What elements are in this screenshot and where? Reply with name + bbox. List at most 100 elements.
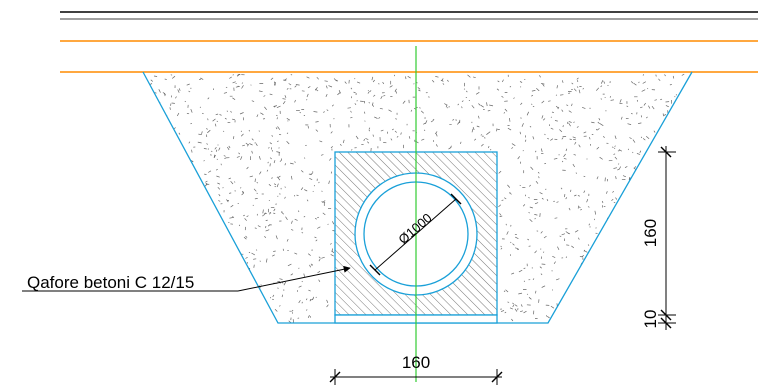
- backfill-speck: [273, 160, 276, 164]
- backfill-speck: [486, 132, 489, 135]
- backfill-speck: [662, 269, 664, 272]
- backfill-speck: [608, 159, 613, 162]
- backfill-speck: [633, 82, 637, 86]
- backfill-speck: [476, 125, 480, 128]
- backfill-speck: [269, 163, 271, 167]
- backfill-speck: [309, 316, 312, 318]
- backfill-speck: [223, 92, 227, 94]
- backfill-speck: [661, 199, 663, 203]
- backfill-speck: [554, 120, 558, 122]
- backfill-speck: [277, 177, 281, 181]
- backfill-speck: [240, 156, 243, 161]
- backfill-speck: [241, 85, 244, 89]
- backfill-speck: [240, 187, 242, 189]
- backfill-speck: [670, 224, 673, 227]
- backfill-speck: [583, 250, 588, 253]
- backfill-speck: [263, 95, 266, 97]
- backfill-speck: [306, 199, 309, 202]
- backfill-speck: [249, 175, 253, 178]
- backfill-speck: [519, 131, 522, 135]
- backfill-speck: [435, 76, 439, 78]
- backfill-speck: [496, 88, 500, 91]
- backfill-speck: [529, 184, 531, 187]
- backfill-speck: [472, 126, 475, 131]
- backfill-speck: [190, 314, 195, 317]
- backfill-speck: [154, 112, 157, 116]
- backfill-speck: [145, 291, 148, 296]
- backfill-speck: [176, 228, 178, 232]
- backfill-speck: [626, 188, 628, 190]
- backfill-speck: [307, 86, 311, 89]
- backfill-speck: [509, 86, 512, 88]
- backfill-speck: [203, 148, 207, 150]
- backfill-speck: [685, 269, 688, 273]
- backfill-speck: [148, 243, 151, 246]
- backfill-speck: [395, 118, 398, 120]
- backfill-speck: [537, 171, 540, 174]
- backfill-speck: [487, 109, 491, 112]
- backfill-speck: [232, 74, 234, 76]
- backfill-speck: [170, 219, 172, 221]
- backfill-speck: [269, 157, 272, 160]
- backfill-speck: [238, 152, 241, 155]
- backfill-speck: [683, 227, 686, 229]
- backfill-speck: [621, 275, 623, 280]
- backfill-speck: [407, 75, 411, 79]
- backfill-speck: [599, 123, 604, 126]
- backfill-speck: [216, 175, 220, 178]
- backfill-speck: [238, 224, 241, 227]
- backfill-speck: [251, 100, 255, 102]
- backfill-speck: [396, 136, 399, 138]
- backfill-speck: [339, 143, 342, 146]
- backfill-speck: [595, 292, 598, 295]
- backfill-speck: [241, 193, 244, 196]
- backfill-speck: [313, 111, 318, 113]
- backfill-speck: [610, 99, 615, 101]
- backfill-speck: [615, 197, 618, 200]
- backfill-speck: [252, 306, 254, 310]
- backfill-speck: [530, 166, 534, 170]
- backfill-speck: [255, 293, 260, 297]
- backfill-speck: [587, 244, 590, 246]
- backfill-speck: [332, 221, 335, 225]
- backfill-speck: [319, 140, 323, 143]
- backfill-speck: [290, 175, 293, 180]
- backfill-speck: [603, 136, 605, 138]
- backfill-speck: [331, 104, 334, 107]
- backfill-speck: [610, 247, 613, 249]
- backfill-speck: [434, 131, 438, 135]
- backfill-speck: [509, 117, 511, 122]
- backfill-speck: [435, 144, 438, 147]
- backfill-speck: [532, 278, 535, 281]
- backfill-speck: [627, 267, 629, 271]
- backfill-speck: [286, 238, 289, 242]
- backfill-speck: [206, 261, 210, 265]
- backfill-speck: [147, 212, 150, 217]
- backfill-speck: [229, 192, 232, 194]
- backfill-speck: [679, 95, 683, 99]
- backfill-speck: [515, 247, 519, 250]
- backfill-speck: [230, 180, 234, 185]
- backfill-speck: [421, 138, 425, 141]
- backfill-speck: [238, 281, 242, 285]
- backfill-speck: [631, 81, 634, 84]
- backfill-speck: [668, 135, 673, 138]
- backfill-speck: [239, 268, 243, 271]
- backfill-speck: [282, 100, 286, 105]
- backfill-speck: [230, 110, 232, 113]
- backfill-speck: [283, 281, 287, 286]
- backfill-speck: [641, 89, 646, 92]
- backfill-speck: [189, 240, 193, 243]
- backfill-speck: [614, 245, 617, 248]
- backfill-speck: [640, 278, 643, 282]
- backfill-speck: [521, 123, 524, 127]
- backfill-speck: [647, 151, 650, 155]
- backfill-speck: [173, 294, 175, 296]
- backfill-speck: [147, 261, 149, 265]
- backfill-speck: [573, 121, 575, 123]
- backfill-speck: [222, 130, 225, 132]
- backfill-speck: [326, 304, 329, 308]
- backfill-speck: [145, 108, 149, 110]
- backfill-speck: [233, 136, 235, 140]
- backfill-speck: [649, 293, 652, 296]
